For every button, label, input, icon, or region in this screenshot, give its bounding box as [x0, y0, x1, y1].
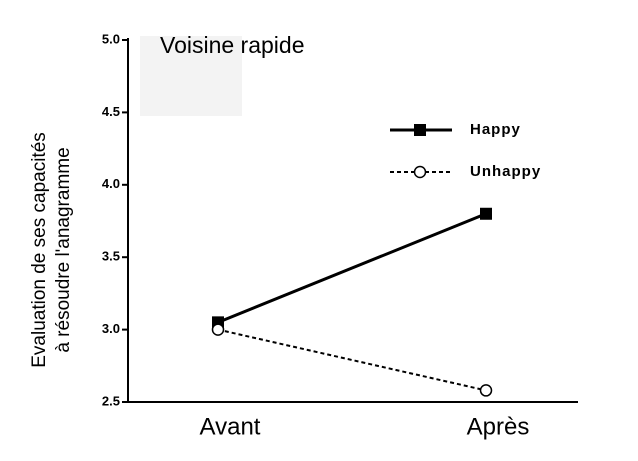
y-axis-label: Evaluation de ses capacités à résoudre l…: [29, 132, 74, 368]
data-point: [479, 384, 493, 397]
series-line: [217, 212, 487, 324]
y-label-line: à résoudre l'anagramme: [53, 147, 74, 352]
y-tick-label: 4.0: [102, 176, 120, 191]
y-tick-label: 4.5: [102, 104, 120, 119]
legend-marker: [413, 165, 427, 179]
y-label-line: Evaluation de ses capacités: [29, 132, 50, 368]
x-tick-label: Avant: [200, 413, 261, 440]
legend-marker: [414, 124, 426, 136]
legend-label: Unhappy: [470, 163, 541, 180]
data-point: [480, 207, 492, 220]
y-tick-label: 3.5: [102, 249, 120, 264]
title-background: [140, 36, 242, 116]
y-tick-label: 5.0: [102, 31, 120, 46]
y-tick-label: 2.5: [102, 393, 120, 408]
data-point: [211, 323, 225, 336]
x-tick-label: Après: [467, 413, 530, 440]
legend-label: Happy: [470, 121, 521, 138]
y-tick-label: 3.0: [102, 321, 120, 336]
series-line: [217, 328, 487, 392]
chart-title: Voisine rapide: [160, 32, 305, 58]
